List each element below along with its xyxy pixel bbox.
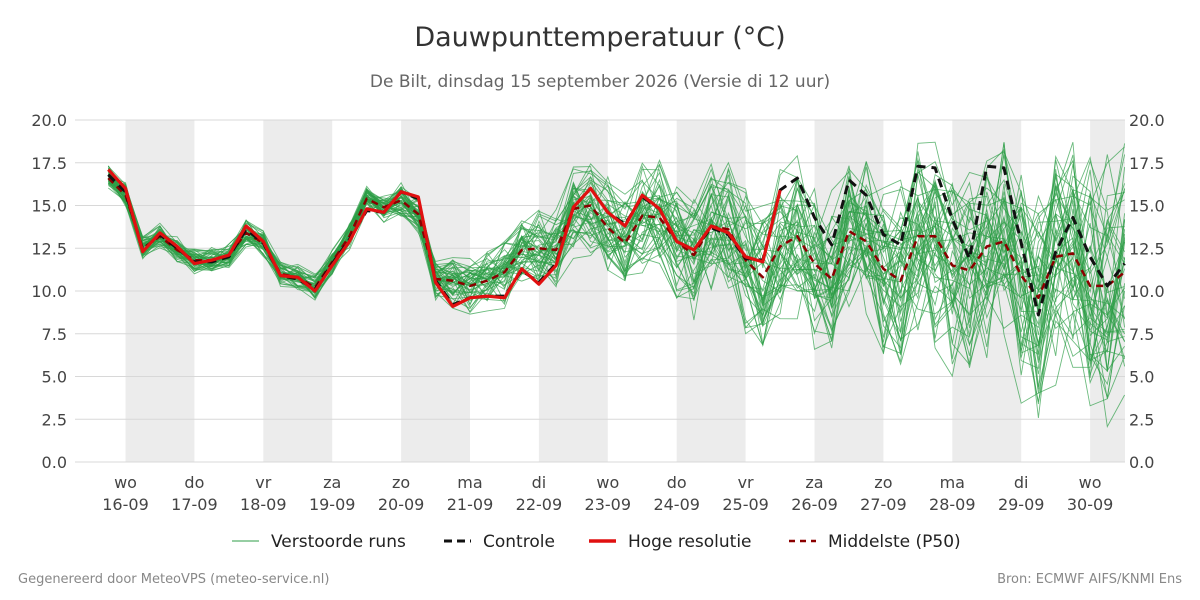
x-tick-date: 25-09 xyxy=(722,495,769,514)
x-tick-date: 17-09 xyxy=(171,495,218,514)
x-tick-date: 26-09 xyxy=(791,495,838,514)
y-tick-left: 0.0 xyxy=(42,453,67,472)
x-tick-day: wo xyxy=(1079,473,1102,492)
x-tick-date: 19-09 xyxy=(309,495,356,514)
x-tick-day: zo xyxy=(874,473,892,492)
legend-label-ensemble: Verstoorde runs xyxy=(271,532,406,552)
x-tick-day: wo xyxy=(114,473,137,492)
x-tick-date: 27-09 xyxy=(860,495,907,514)
x-tick-date: 20-09 xyxy=(378,495,425,514)
footer-source: Bron: ECMWF AIFS/KNMI Ens xyxy=(997,572,1182,587)
y-tick-right: 12.5 xyxy=(1129,239,1165,258)
y-tick-left: 5.0 xyxy=(42,368,67,387)
ensemble-member-line xyxy=(107,174,1126,390)
legend-label-hires: Hoge resolutie xyxy=(628,532,752,552)
x-tick-day: wo xyxy=(596,473,619,492)
x-tick-day: do xyxy=(184,473,204,492)
y-tick-left: 12.5 xyxy=(31,239,67,258)
chart-subtitle: De Bilt, dinsdag 15 september 2026 (Vers… xyxy=(369,72,831,92)
ensemble-member-line xyxy=(107,183,1126,375)
x-tick-day: zo xyxy=(392,473,410,492)
ensemble-member-line xyxy=(108,181,1126,354)
x-tick-date: 18-09 xyxy=(240,495,287,514)
y-tick-right: 17.5 xyxy=(1129,154,1165,173)
y-tick-right: 15.0 xyxy=(1129,197,1165,216)
y-tick-right: 2.5 xyxy=(1129,410,1154,429)
y-tick-right: 7.5 xyxy=(1129,325,1154,344)
x-tick-date: 30-09 xyxy=(1067,495,1114,514)
x-tick-date: 24-09 xyxy=(653,495,700,514)
y-tick-right: 5.0 xyxy=(1129,368,1154,387)
y-tick-left: 20.0 xyxy=(31,111,67,130)
x-tick-date: 29-09 xyxy=(998,495,1045,514)
ensemble-member-line xyxy=(108,179,1126,405)
chart-title: Dauwpunttemperatuur (°C) xyxy=(414,22,786,53)
y-tick-left: 2.5 xyxy=(42,410,67,429)
x-tick-day: do xyxy=(667,473,687,492)
x-tick-day: di xyxy=(1014,473,1029,492)
x-tick-day: za xyxy=(323,473,341,492)
y-tick-right: 20.0 xyxy=(1129,111,1165,130)
y-tick-left: 17.5 xyxy=(31,154,67,173)
y-tick-right: 10.0 xyxy=(1129,282,1165,301)
x-tick-day: za xyxy=(805,473,823,492)
x-tick-date: 28-09 xyxy=(929,495,976,514)
y-axis-ticks: 0.0 0.0 2.5 2.5 5.0 5.0 7.5 7.5 10.0 10.0 12.5 12.5… xyxy=(31,111,1164,472)
x-tick-date: 21-09 xyxy=(447,495,494,514)
series-line-hires xyxy=(107,168,782,308)
y-tick-left: 15.0 xyxy=(31,197,67,216)
legend-label-median: Middelste (P50) xyxy=(828,532,961,552)
x-tick-day: di xyxy=(532,473,547,492)
x-tick-day: ma xyxy=(457,473,482,492)
x-tick-date: 16-09 xyxy=(102,495,149,514)
x-axis-ticks: wo 16-09 do 17-09 vr 18-09 za 19-09 zo 20-09 ma 21-… xyxy=(102,473,1113,514)
x-tick-date: 23-09 xyxy=(585,495,632,514)
legend-label-control: Controle xyxy=(483,532,555,552)
ensemble-member-line xyxy=(107,146,1125,315)
x-tick-date: 22-09 xyxy=(516,495,563,514)
footer-generated-by: Gegenereerd door MeteoVPS (meteo-service… xyxy=(18,572,330,587)
main-series xyxy=(107,164,1126,317)
legend: Verstoorde runs Controle Hoge resolutie Mid… xyxy=(232,532,961,552)
y-tick-left: 10.0 xyxy=(31,282,67,301)
y-tick-right: 0.0 xyxy=(1129,453,1154,472)
y-tick-left: 7.5 xyxy=(42,325,67,344)
x-tick-day: ma xyxy=(940,473,965,492)
x-tick-day: vr xyxy=(255,473,271,492)
x-tick-day: vr xyxy=(738,473,754,492)
